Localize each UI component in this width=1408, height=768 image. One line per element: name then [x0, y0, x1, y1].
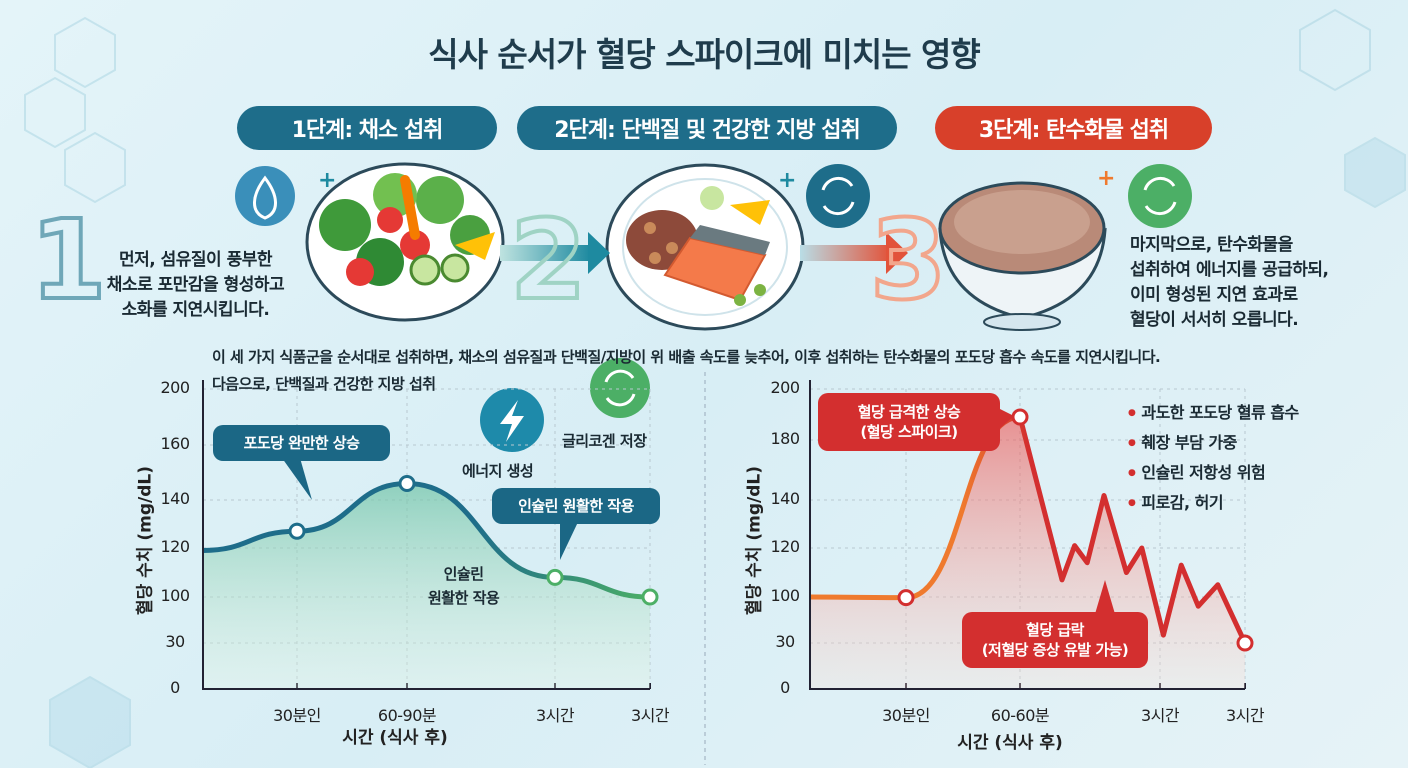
data-point — [398, 475, 416, 492]
area-fill — [203, 483, 650, 689]
x-tick-label: 3시간 — [1140, 706, 1180, 725]
y-tick-label: 100 — [770, 586, 800, 605]
x-tick-label: 3시간 — [630, 706, 670, 725]
data-point — [897, 589, 915, 607]
callout-pointer — [1095, 580, 1115, 614]
step-2-pill: 2단계: 단백질 및 건강한 지방 섭취 — [517, 106, 897, 150]
plus-icon: + — [778, 168, 797, 193]
callout-spike: 혈당 급격한 상승 (혈당 스파이크) — [818, 393, 1000, 451]
desc-line: 마지막으로, 탄수화물을 — [1130, 235, 1293, 255]
y-tick-label: 200 — [160, 378, 190, 397]
glycogen-label: 글리코겐 저장 — [562, 432, 647, 450]
y-tick-label: 200 — [770, 378, 800, 397]
callout-text: 포도당 완만한 상승 — [243, 434, 360, 452]
y-tick-label: 140 — [770, 489, 800, 508]
data-point — [641, 588, 659, 606]
x-tick-label: 30분인 — [273, 706, 321, 725]
step-number-3: 3 — [868, 196, 949, 324]
risk-item: 인슐린 저항성 위험 — [1128, 458, 1299, 488]
series-line — [809, 414, 1248, 645]
energy-label: 에너지 생성 — [462, 462, 534, 480]
y-tick-label: 30 — [165, 632, 185, 651]
risk-list: 과도한 포도당 혈류 흡수 췌장 부담 가중 인슐린 저항성 위험 피로감, 허… — [1128, 398, 1299, 518]
y-tick-label: 140 — [160, 489, 190, 508]
x-tick-label: 3시간 — [1225, 706, 1265, 725]
callout-gradual-rise: 포도당 완만한 상승 — [213, 425, 390, 461]
hexagon-decoration — [24, 8, 1406, 768]
left-subtitle: 다음으로, 단백질과 건강한 지방 섭취 — [212, 375, 436, 393]
x-tick-label: 60-90분 — [377, 706, 437, 725]
desc-line: 채소로 포만감을 형성하고 — [106, 275, 285, 295]
callout-insulin: 인슐린 원활한 작용 — [492, 488, 660, 524]
y-axis-title: 혈당 수치 (mg/dL) — [744, 465, 765, 616]
step-number-1: 1 — [28, 196, 109, 324]
plus-icon: + — [318, 168, 337, 193]
arrow-1-to-2 — [500, 232, 610, 274]
insulin-line: 인슐린 — [443, 565, 484, 583]
callout-subtext: (저혈당 증상 유발 가능) — [981, 641, 1129, 659]
y-tick-label: 30 — [775, 632, 795, 651]
desc-line: 섭취하여 에너지를 공급하되, — [1130, 260, 1329, 280]
callout-pointer — [998, 408, 1014, 430]
callout-crash: 혈당 급락 (저혈당 증상 유발 가능) — [962, 612, 1148, 668]
data-point — [288, 522, 306, 540]
salad-bowl-illustration — [305, 162, 505, 322]
y-tick-label: 180 — [770, 429, 800, 448]
data-point — [1236, 634, 1254, 652]
cycle-icon — [806, 164, 870, 228]
desc-line: 이미 형성된 지연 효과로 — [1130, 285, 1298, 305]
x-axis-title: 시간 (식사 후) — [957, 733, 1063, 753]
risk-item: 췌장 부담 가중 — [1128, 428, 1299, 458]
desc-line: 먼저, 섬유질이 풍부한 — [118, 250, 273, 270]
y-tick-label: 160 — [160, 434, 190, 453]
data-point — [546, 568, 564, 586]
page-title: 식사 순서가 혈당 스파이크에 미치는 영향 — [428, 35, 981, 74]
callout-pointer — [282, 458, 312, 500]
risk-item: 과도한 포도당 혈류 흡수 — [1128, 398, 1299, 428]
x-tick-label: 30분인 — [882, 706, 930, 725]
x-axis-title: 시간 (식사 후) — [342, 728, 448, 748]
flame-leaf-icon — [235, 166, 295, 226]
plus-icon: + — [1097, 166, 1116, 191]
chart-steady-glucose — [202, 380, 659, 690]
step-number-2: 2 — [508, 196, 589, 324]
y-tick-label: 0 — [780, 678, 790, 697]
desc-line: 혈당이 서서히 오릅니다. — [1130, 310, 1299, 330]
arrow-2-to-3 — [800, 232, 908, 274]
callout-text: 혈당 급락 — [1026, 621, 1084, 639]
step-1-pill: 1단계: 채소 섭취 — [237, 106, 497, 150]
data-point — [1011, 408, 1029, 426]
y-tick-label: 0 — [170, 678, 180, 697]
y-tick-label: 120 — [770, 537, 800, 556]
risk-item: 피로감, 허기 — [1128, 488, 1299, 518]
insulin-line: 원활한 작용 — [428, 589, 500, 607]
y-tick-label: 100 — [160, 586, 190, 605]
y-axis-title: 혈당 수치 (mg/dL) — [135, 465, 156, 616]
x-tick-label: 3시간 — [535, 706, 575, 725]
step-3-pill: 3단계: 탄수화물 섭취 — [935, 106, 1212, 150]
energy-icon — [480, 388, 544, 452]
salmon-plate-illustration — [605, 163, 805, 331]
cycle-icon — [1128, 164, 1192, 228]
summary-text: 이 세 가지 식품군을 순서대로 섭취하면, 채소의 섬유질과 단백질/지방이 … — [212, 348, 1161, 366]
callout-text: 혈당 급격한 상승 — [857, 403, 961, 421]
desc-line: 소화를 지연시킵니다. — [121, 300, 270, 320]
callout-pointer — [560, 522, 578, 560]
callout-subtext: (혈당 스파이크) — [860, 423, 958, 441]
rice-bowl-illustration — [938, 181, 1107, 331]
glycogen-cycle-icon — [590, 358, 650, 418]
callout-text: 인슐린 원활한 작용 — [518, 497, 634, 515]
x-tick-label: 60-60분 — [990, 706, 1050, 725]
y-tick-label: 120 — [160, 537, 190, 556]
